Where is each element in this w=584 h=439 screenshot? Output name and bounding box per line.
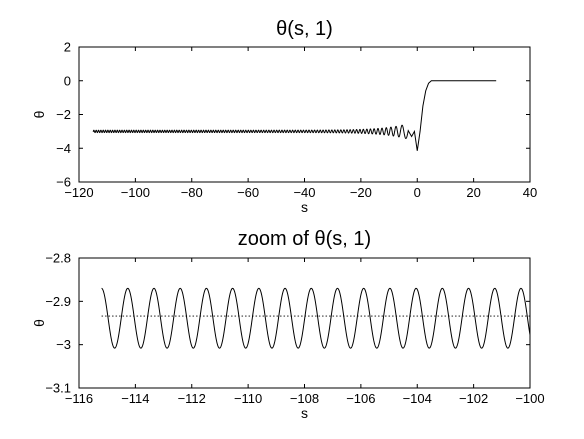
bottom-y-tick-label: −3.1: [45, 381, 71, 396]
bottom-x-tick-label: −116: [65, 391, 93, 406]
top-x-tick-label: −20: [350, 185, 372, 200]
top-x-axis-label: s: [301, 199, 308, 215]
top-x-tick-label: −80: [181, 185, 203, 200]
bottom-x-tick-label: −104: [403, 391, 432, 406]
bottom-y-tick-label: −2.9: [45, 294, 71, 309]
top-y-axis-label: θ: [31, 110, 47, 118]
bottom-panel: zoom of θ(s, 1) −116 −114 −112 −110 −108 −106…: [31, 228, 545, 421]
bottom-x-tick-label: −100: [515, 391, 544, 406]
top-x-tick-label: 20: [466, 185, 480, 200]
bottom-x-axis-label: s: [301, 405, 308, 421]
top-chart-title: θ(s, 1): [276, 18, 333, 40]
top-y-tick-label: 0: [64, 73, 71, 88]
bottom-x-tick-label: −114: [121, 391, 149, 406]
top-y-tick-label: −6: [56, 175, 71, 190]
top-y-tick-label: 2: [64, 40, 71, 55]
top-x-tick-label: −60: [237, 185, 259, 200]
bottom-y-tick-label: −2.8: [45, 251, 71, 266]
top-x-tick-label: 40: [523, 185, 537, 200]
top-theta-series-line: [92, 80, 497, 151]
bottom-x-tick-label: −110: [234, 391, 262, 406]
top-y-tick-label: −2: [56, 107, 71, 122]
top-x-tick-label: −40: [293, 185, 315, 200]
bottom-y-axis-label: θ: [31, 319, 47, 327]
top-x-tick-label: −120: [64, 185, 93, 200]
top-x-tick-label: 0: [414, 185, 421, 200]
top-x-tick-label: −100: [121, 185, 150, 200]
bottom-x-tick-label: −112: [178, 391, 206, 406]
bottom-x-tick-label: −102: [459, 391, 488, 406]
top-y-tick-label: −4: [56, 141, 71, 156]
bottom-theta-zoom-series-line: [101, 287, 531, 349]
top-x-ticks: −120 −100 −80 −60 −40 −20 0 20 40: [64, 47, 537, 200]
top-plot-frame: [78, 46, 531, 183]
bottom-y-tick-label: −3: [56, 337, 71, 352]
bottom-x-ticks: −116 −114 −112 −110 −108 −106 −104 −102 −100: [65, 258, 545, 406]
bottom-y-ticks: −3.1 −3 −2.9 −2.8: [45, 251, 530, 396]
bottom-chart-title: zoom of θ(s, 1): [238, 228, 371, 250]
top-y-ticks: −6 −4 −2 0 2: [56, 40, 530, 190]
bottom-x-tick-label: −106: [346, 391, 375, 406]
top-panel: θ(s, 1) −120 −100 −80 −60 −40 −20 0 20 40 −6−4−2…: [31, 18, 537, 215]
bottom-x-tick-label: −108: [290, 391, 319, 406]
